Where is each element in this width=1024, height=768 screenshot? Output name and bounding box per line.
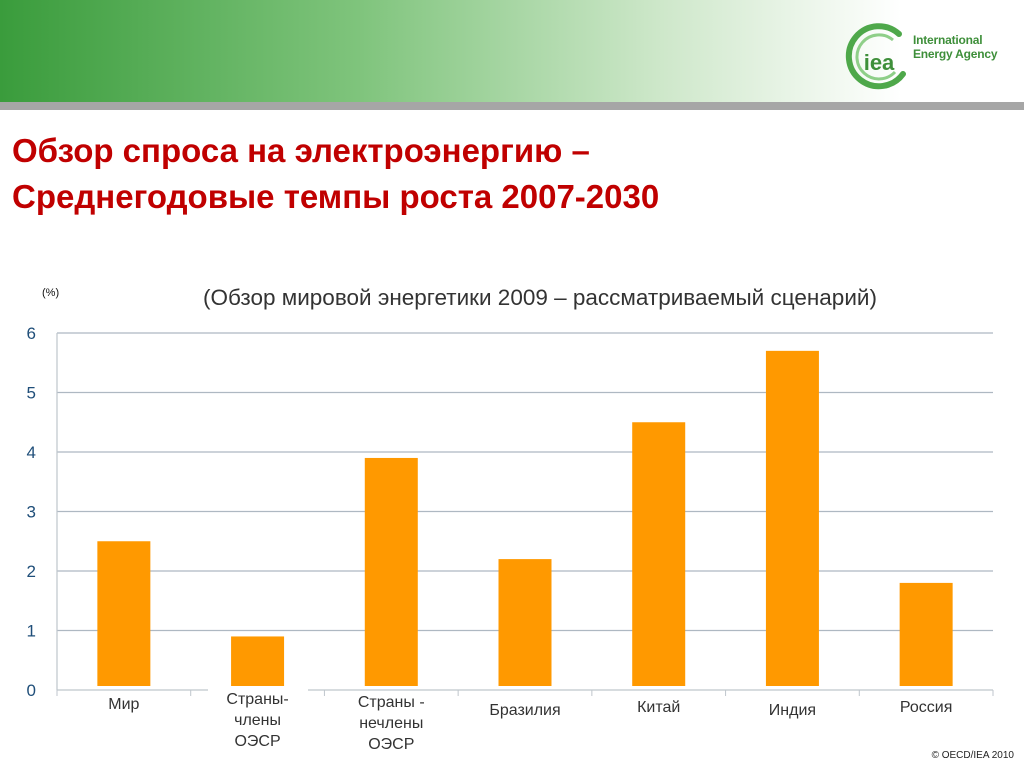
agency-name-line1: International	[913, 33, 983, 47]
header-divider	[0, 102, 1024, 110]
bar	[364, 457, 418, 686]
category-label-line: Бразилия	[489, 702, 561, 719]
category-label-line: члены	[234, 712, 282, 729]
category-label-line: Китай	[637, 699, 681, 716]
agency-name-line2: Energy Agency	[913, 47, 998, 61]
copyright-notice: © OECD/IEA 2010	[931, 750, 1014, 761]
chart-subtitle: (Обзор мировой энергетики 2009 – рассмат…	[203, 285, 877, 310]
category-label-line: Страны -	[357, 694, 425, 711]
y-tick-label: 6	[27, 324, 36, 343]
y-tick-label: 0	[27, 681, 36, 700]
category-label: Россия	[876, 697, 977, 718]
y-tick-label: 4	[27, 443, 36, 462]
bar	[632, 422, 686, 686]
bar	[97, 541, 151, 686]
category-label: Страны-члены ОЭСР	[207, 689, 308, 752]
y-axis-unit: (%)	[42, 287, 60, 299]
y-tick-label: 3	[27, 503, 36, 522]
bar	[231, 636, 285, 686]
logo-mark: iea	[864, 50, 895, 75]
category-label-line: Россия	[899, 699, 953, 716]
page-title-line1: Обзор спроса на электроэнергию –	[12, 132, 590, 169]
bar	[899, 582, 953, 686]
agency-name: International Energy Agency	[913, 33, 998, 61]
y-tick-label: 1	[27, 622, 36, 641]
header-banner	[0, 0, 1024, 102]
bar	[498, 559, 552, 686]
category-label: Мир	[73, 694, 174, 715]
page-title: Обзор спроса на электроэнергию – Среднег…	[12, 128, 1012, 220]
category-label-line: Индия	[768, 702, 817, 719]
category-label-line: Страны-	[226, 691, 289, 708]
bar	[765, 350, 819, 686]
page-title-line2: Среднегодовые темпы роста 2007-2030	[12, 178, 660, 215]
category-label: Китай	[608, 697, 709, 718]
category-label: Бразилия	[475, 700, 575, 721]
category-label-line: нечлены	[359, 715, 424, 732]
y-tick-label: 2	[27, 562, 36, 581]
category-label-line: ОЭСР	[234, 733, 281, 750]
category-label: Индия	[742, 700, 843, 721]
category-label-line: Мир	[108, 696, 140, 713]
category-label-line: ОЭСР	[368, 736, 415, 753]
y-tick-label: 5	[27, 384, 36, 403]
category-label: Страны - нечлены ОЭСР	[341, 692, 442, 755]
iea-logo-icon: iea	[845, 23, 906, 90]
